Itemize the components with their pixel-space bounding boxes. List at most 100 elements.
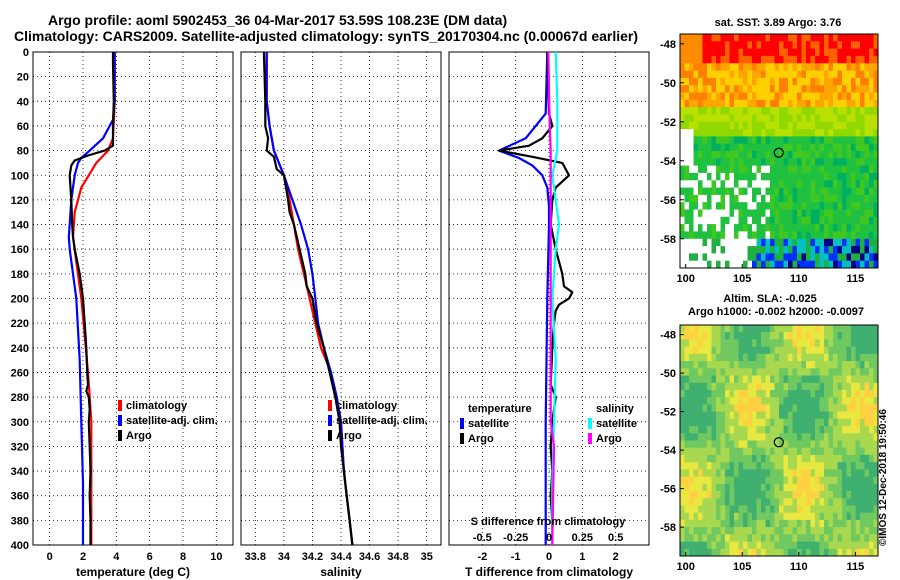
legend-label: Argo (336, 430, 362, 442)
legend-title-temperature: temperature (468, 403, 532, 415)
map-x-tick-label: 110 (790, 273, 808, 285)
map-y-tick-label: -50 (660, 368, 676, 380)
series-line-t-satellite (497, 51, 551, 545)
argo-position-marker (773, 437, 784, 448)
map-y-tick-label: -52 (660, 407, 676, 419)
map-y-tick-label: -56 (660, 484, 676, 496)
y-tick-label: 180 (11, 269, 29, 281)
map-y-tick-label: -50 (660, 78, 676, 90)
legend-swatch (328, 430, 332, 441)
x-tick-label: 34.4 (330, 551, 352, 563)
profile-panel-3: -2 -1 0 1 2 T difference from climatology temp… (448, 51, 650, 579)
y-tick-label: 200 (11, 294, 29, 306)
y-tick-label: 240 (11, 343, 29, 355)
y-tick-label: 260 (11, 367, 29, 379)
x-axis-label: temperature (deg C) (76, 565, 190, 579)
legend-swatch (588, 418, 592, 429)
map-y-tick-label: -58 (660, 234, 676, 246)
figure-title-line1: Argo profile: aoml 5902453_36 04-Mar-201… (48, 12, 508, 28)
map-x-tick-label: 105 (733, 273, 751, 285)
legend-title-salinity: salinity (596, 403, 635, 415)
secondary-x-tick-label: 0 (546, 532, 552, 544)
x-tick-label: 0 (47, 551, 53, 563)
map-x-tick-label: 115 (846, 561, 864, 573)
legend-label: Argo (468, 433, 494, 445)
x-axis-label: T difference from climatology (465, 565, 633, 579)
series-line-argo (262, 51, 354, 546)
legend-label: satellite-adj. clim. (336, 415, 428, 427)
map-y-tick-label: -54 (660, 156, 677, 168)
legend-swatch (118, 415, 122, 426)
legend-swatch (588, 433, 592, 444)
y-tick-label: 320 (11, 441, 29, 453)
map-frame (679, 33, 879, 269)
x-tick-label: 34 (278, 551, 291, 563)
sst-map: 100 105 110 115 -48 -50 -52 -54 -56 -58 (660, 33, 879, 285)
map-x-tick-label: 115 (846, 273, 864, 285)
legend-swatch (328, 400, 332, 411)
legend-label: climatology (336, 400, 398, 412)
profile-panel-2: 33.8 34 34.2 34.4 34.6 34.8 35 salinity climatol… (240, 51, 442, 579)
legend-swatch (328, 415, 332, 426)
y-tick-label: 20 (17, 72, 29, 84)
legend-swatch (460, 418, 464, 429)
map-y-tick-label: -56 (660, 195, 676, 207)
map-y-tick-label: -48 (660, 39, 676, 51)
y-tick-label: 280 (11, 392, 29, 404)
series-line-satellite-adj-clim- (67, 52, 116, 545)
map-y-tick-label: -48 (660, 330, 676, 342)
x-tick-label: 34.6 (359, 551, 380, 563)
x-tick-label: 6 (147, 551, 153, 563)
y-tick-label: 380 (11, 515, 29, 527)
x-tick-label: 34.8 (387, 551, 408, 563)
x-tick-label: 2 (80, 551, 86, 563)
credit-text: ©IMOS 12-Dec-2018 19:50:46 (878, 409, 889, 546)
series-line-s-argo (547, 51, 556, 546)
map-x-tick-label: 105 (733, 561, 751, 573)
secondary-x-tick-label: -0.5 (473, 532, 492, 544)
y-tick-label: 400 (11, 540, 29, 552)
map-x-tick-label: 100 (676, 273, 694, 285)
legend-label: satellite-adj. clim. (126, 415, 218, 427)
secondary-x-tick-label: 0.25 (572, 532, 593, 544)
figure-title-line2: Climatology: CARS2009. Satellite-adjuste… (14, 28, 639, 44)
series-line-argo (68, 52, 115, 545)
legend-label: Argo (126, 430, 152, 442)
y-tick-label: 80 (17, 146, 29, 158)
legend-label: satellite (596, 418, 637, 430)
x-tick-label: 1 (579, 551, 585, 563)
map-y-tick-label: -58 (660, 522, 676, 534)
x-tick-label: 33.8 (245, 551, 266, 563)
x-tick-label: 4 (113, 551, 120, 563)
legend-label: satellite (468, 418, 509, 430)
x-tick-label: 0 (546, 551, 552, 563)
x-tick-label: 10 (210, 551, 222, 563)
map-cells (680, 34, 879, 269)
map-frame (679, 324, 879, 557)
legend-swatch (118, 400, 122, 411)
x-tick-label: 35 (421, 551, 433, 563)
map-x-tick-label: 100 (676, 561, 694, 573)
y-tick-label: 60 (17, 121, 29, 133)
legend-swatch (460, 433, 464, 444)
sla-map: 100 105 110 115 -48 -50 -52 -54 -56 -58 (660, 324, 879, 573)
secondary-x-axis-label: S difference from climatology (471, 516, 627, 528)
secondary-x-tick-label: 0.5 (608, 532, 623, 544)
y-tick-label: 220 (11, 318, 29, 330)
sla-map-title-1: Altim. SLA: -0.025 (723, 293, 817, 305)
x-tick-label: 34.2 (302, 551, 323, 563)
profile-panel-1: 0 2 4 6 8 10 temperature (deg C) 0 20 40 60 80 100 12… (11, 47, 234, 579)
y-tick-label: 40 (17, 96, 29, 108)
sst-map-title: sat. SST: 3.89 Argo: 3.76 (715, 17, 842, 29)
map-cells (680, 325, 879, 557)
map-y-tick-label: -54 (660, 445, 677, 457)
x-tick-label: -1 (511, 551, 521, 563)
y-tick-label: 0 (23, 47, 29, 59)
map-y-tick-label: -52 (660, 117, 676, 129)
y-tick-label: 120 (11, 195, 29, 207)
x-tick-label: 8 (180, 551, 186, 563)
y-tick-label: 160 (11, 244, 29, 256)
y-tick-label: 340 (11, 466, 29, 478)
legend-label: climatology (126, 400, 188, 412)
